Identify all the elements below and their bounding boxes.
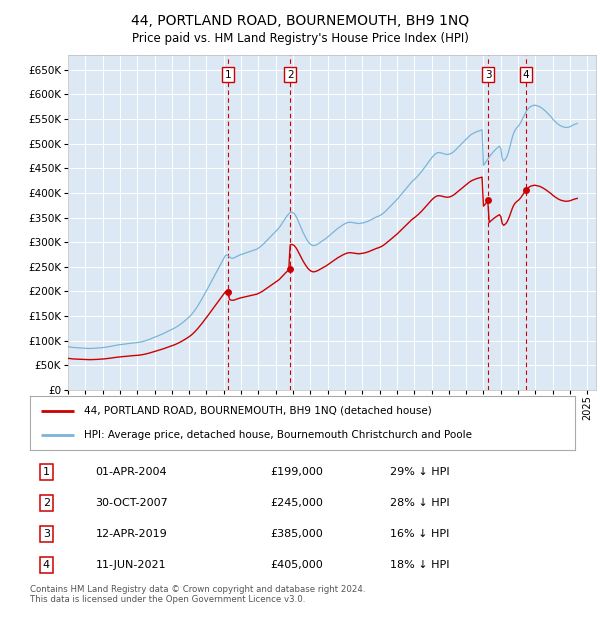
Text: 28% ↓ HPI: 28% ↓ HPI: [390, 498, 449, 508]
Text: 4: 4: [523, 69, 529, 80]
Text: £199,000: £199,000: [270, 467, 323, 477]
Text: 29% ↓ HPI: 29% ↓ HPI: [390, 467, 449, 477]
Text: 3: 3: [43, 529, 50, 539]
Text: Price paid vs. HM Land Registry's House Price Index (HPI): Price paid vs. HM Land Registry's House …: [131, 32, 469, 45]
Text: Contains HM Land Registry data © Crown copyright and database right 2024.
This d: Contains HM Land Registry data © Crown c…: [30, 585, 365, 604]
Text: 30-OCT-2007: 30-OCT-2007: [95, 498, 168, 508]
Text: 2: 2: [43, 498, 50, 508]
Text: £405,000: £405,000: [270, 560, 323, 570]
Text: 44, PORTLAND ROAD, BOURNEMOUTH, BH9 1NQ (detached house): 44, PORTLAND ROAD, BOURNEMOUTH, BH9 1NQ …: [85, 405, 432, 415]
Text: 18% ↓ HPI: 18% ↓ HPI: [390, 560, 449, 570]
Text: 01-APR-2004: 01-APR-2004: [95, 467, 167, 477]
Text: 1: 1: [43, 467, 50, 477]
Text: £385,000: £385,000: [270, 529, 323, 539]
Text: 11-JUN-2021: 11-JUN-2021: [95, 560, 166, 570]
Text: 2: 2: [287, 69, 293, 80]
Text: 3: 3: [485, 69, 491, 80]
Text: HPI: Average price, detached house, Bournemouth Christchurch and Poole: HPI: Average price, detached house, Bour…: [85, 430, 473, 440]
Text: £245,000: £245,000: [270, 498, 323, 508]
Text: 44, PORTLAND ROAD, BOURNEMOUTH, BH9 1NQ: 44, PORTLAND ROAD, BOURNEMOUTH, BH9 1NQ: [131, 14, 469, 28]
Text: 12-APR-2019: 12-APR-2019: [95, 529, 167, 539]
Text: 1: 1: [225, 69, 232, 80]
Text: 16% ↓ HPI: 16% ↓ HPI: [390, 529, 449, 539]
Text: 4: 4: [43, 560, 50, 570]
